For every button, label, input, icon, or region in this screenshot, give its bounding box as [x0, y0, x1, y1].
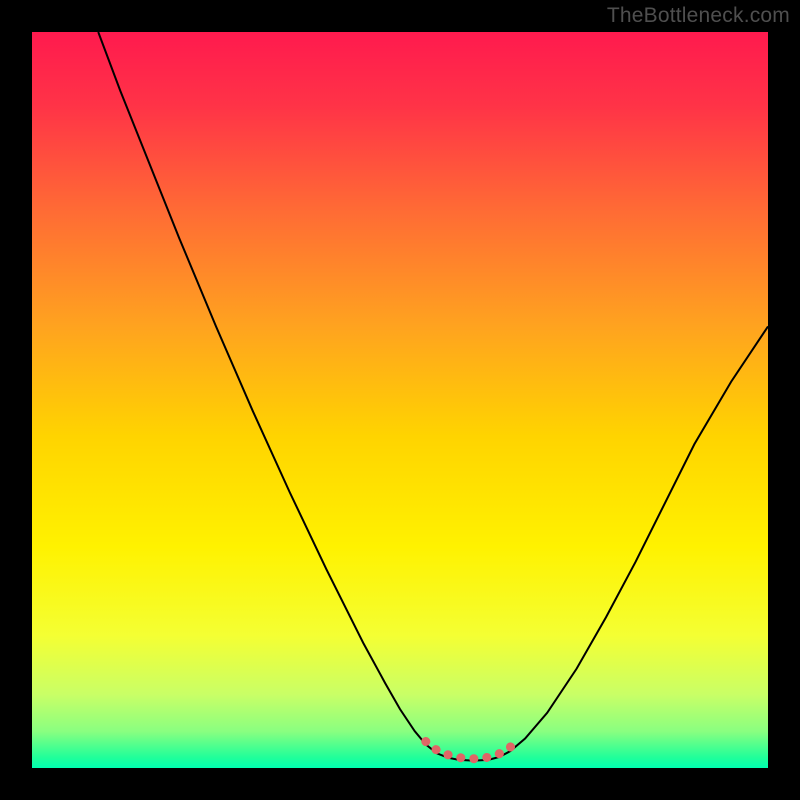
chart-container: TheBottleneck.com: [0, 0, 800, 800]
plot-background-gradient: [32, 32, 768, 768]
watermark-label: TheBottleneck.com: [607, 4, 790, 28]
bottleneck-curve-chart: [0, 0, 800, 800]
